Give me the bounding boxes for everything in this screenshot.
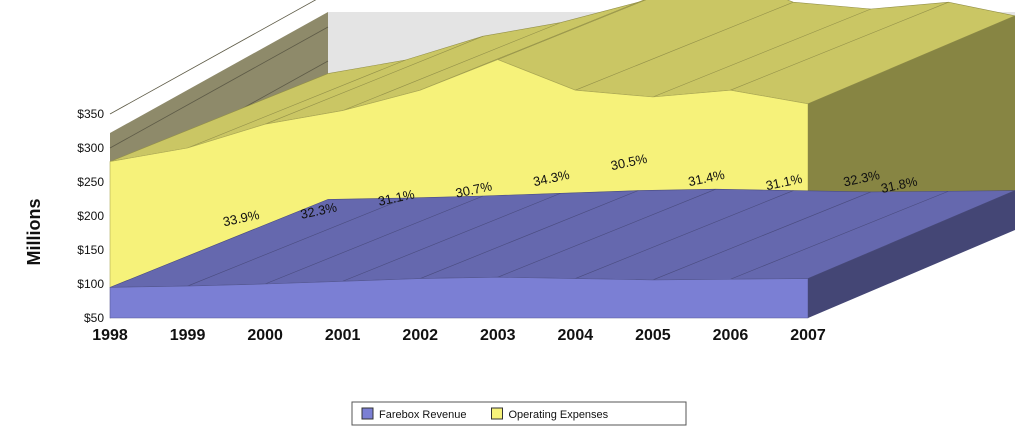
y-tick-label: $100 [77, 277, 104, 291]
x-tick-label: 2005 [635, 327, 671, 344]
x-tick-label: 1999 [170, 327, 206, 344]
x-tick-label: 2006 [713, 327, 749, 344]
y-axis-tick-labels: $50 $100 $150 $200 $250 $300 $350 [77, 107, 104, 325]
farebox-revenue-area [109, 188, 1015, 319]
farebox-revenue-side-face [808, 190, 1015, 318]
x-tick-label: 2003 [480, 327, 516, 344]
grid-line [109, 0, 317, 115]
y-tick-label: $50 [84, 311, 104, 325]
surface-divider [342, 22, 561, 111]
x-tick-label: 2004 [558, 327, 594, 344]
surface-divider [264, 35, 484, 125]
surface-divider [730, 1, 949, 91]
surface-divider [187, 59, 406, 149]
legend: Farebox Revenue Operating Expenses [351, 401, 687, 426]
surface-divider [342, 193, 561, 282]
x-tick-label: 2000 [247, 327, 283, 344]
legend-box [351, 401, 687, 426]
y-axis-title: Millions [24, 199, 44, 266]
surface-divider [730, 190, 949, 280]
x-tick-label: 2002 [402, 327, 438, 344]
surface-divider [420, 1, 639, 91]
surface-divider [575, 1, 794, 91]
y-tick-label: $250 [77, 175, 104, 189]
surface-divider [652, 8, 872, 98]
x-tick-label: 1998 [92, 327, 128, 344]
y-tick-label: $300 [77, 141, 104, 155]
y-tick-label: $150 [77, 243, 104, 257]
x-tick-label: 2001 [325, 327, 361, 344]
x-axis-tick-labels: 1998 1999 2000 2001 2002 2003 2004 2005 2006 2007 [92, 327, 826, 344]
surface-divider [187, 197, 406, 287]
y-tick-label: $200 [77, 209, 104, 223]
legend-swatch [361, 407, 374, 420]
surface-divider [497, 0, 647, 60]
surface-divider [264, 195, 484, 285]
surface-divider [575, 190, 794, 279]
surface-divider [420, 190, 639, 279]
legend-entry: Farebox Revenue [379, 409, 466, 421]
y-tick-label: $350 [77, 107, 104, 121]
surface-divider [497, 188, 716, 278]
legend-swatch [491, 407, 503, 420]
legend-entry: Operating Expenses [509, 409, 609, 421]
x-tick-label: 2007 [790, 327, 826, 344]
surface-divider [652, 191, 872, 281]
grid-line [109, 26, 329, 149]
